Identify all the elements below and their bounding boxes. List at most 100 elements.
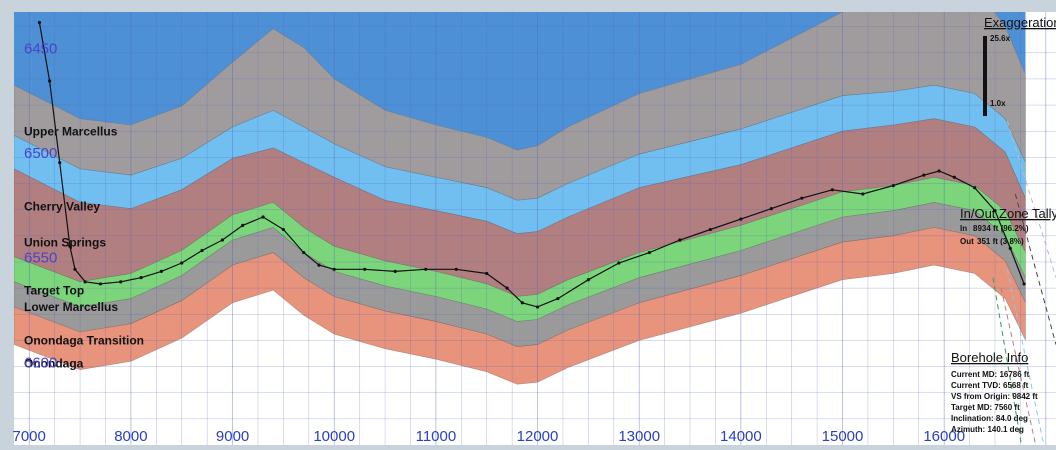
well-path-point — [159, 269, 164, 273]
y-tick-label: 6550 — [24, 250, 57, 267]
well-path-point — [139, 276, 143, 280]
well-path-point — [454, 267, 458, 271]
well-path-point — [708, 227, 712, 232]
well-path-point — [58, 161, 62, 165]
x-axis-ticks: 7000 8000 9000 10000 11000 12000 13000 14000 150… — [13, 428, 966, 445]
zone-out-value: 351 ft (3.8%) — [977, 237, 1024, 246]
y-tick-label: 6600 — [24, 354, 57, 371]
well-path-line[interactable] — [38, 22, 1025, 308]
formation-layers — [14, 12, 1026, 385]
well-path-point — [302, 250, 306, 255]
borehole-inclination: Inclination: 84.0 deg — [951, 414, 1028, 423]
y-tick-label: 6450 — [24, 41, 57, 58]
formation-label-union-springs: Union Springs — [24, 235, 106, 249]
well-path-point — [1022, 282, 1026, 286]
zone-in-value: 8934 ft (96.2%) — [973, 224, 1029, 233]
well-path-point — [485, 271, 489, 276]
well-path-point — [952, 175, 956, 179]
well-path-point — [535, 305, 540, 309]
borehole-info-title: Borehole Info — [951, 350, 1028, 365]
x-tick-label: 11000 — [416, 428, 457, 445]
well-path-point — [363, 267, 367, 271]
well-path-point — [37, 20, 42, 25]
formation-label-cherry-valley: Cherry Valley — [24, 200, 100, 214]
well-path-point — [937, 169, 941, 173]
well-path-point — [281, 227, 285, 232]
borehole-vs-origin: VS from Origin: 9842 ft — [951, 392, 1038, 401]
x-tick-label: 9000 — [216, 428, 249, 445]
x-tick-label: 10000 — [313, 428, 355, 445]
grid-lines — [14, 12, 1056, 445]
zone-out-label: Out — [960, 237, 974, 246]
exaggeration-panel[interactable]: Exaggeration 25.6x 1.0x — [983, 15, 1056, 116]
well-path-point — [556, 296, 560, 301]
well-path-point — [678, 238, 682, 242]
well-path-point — [317, 263, 321, 267]
well-path-point — [261, 215, 265, 219]
projection-lines — [992, 120, 1056, 445]
x-tick-label: 12000 — [517, 428, 559, 445]
sky-region — [14, 12, 1026, 151]
exaggeration-max-label: 25.6x — [990, 34, 1011, 43]
borehole-current-tvd: Current TVD: 6568 ft — [951, 381, 1029, 390]
formation-label-lower-marcellus: Lower Marcellus — [24, 300, 118, 314]
well-path-point — [180, 261, 184, 265]
borehole-current-md: Current MD: 16786 ft — [951, 370, 1030, 379]
well-path-point — [922, 173, 926, 177]
well-path-point — [769, 207, 773, 211]
well-path-point — [119, 280, 123, 284]
well-path-point — [1008, 246, 1012, 250]
projection-line — [1014, 193, 1056, 345]
borehole-azimuth: Azimuth: 140.1 deg — [951, 425, 1024, 434]
well-path-point — [891, 184, 895, 188]
well-path-point — [830, 188, 834, 192]
x-tick-label: 15000 — [822, 428, 864, 445]
well-path-point — [739, 217, 743, 221]
x-tick-label: 7000 — [13, 428, 46, 445]
well-path-point — [647, 250, 651, 255]
borehole-target-md: Target MD: 7560 ft — [951, 403, 1020, 412]
well-path-point — [47, 79, 52, 83]
well-path-point — [973, 186, 977, 190]
well-path[interactable] — [37, 20, 1026, 309]
y-tick-label: 6500 — [24, 145, 57, 162]
exaggeration-title: Exaggeration — [984, 15, 1056, 30]
borehole-info-panel: Borehole Info Current MD: 16786 ft Curre… — [951, 350, 1038, 434]
well-path-point — [505, 286, 509, 290]
well-path-point — [220, 238, 224, 242]
zone-in-label: In — [960, 224, 967, 233]
well-path-point — [200, 248, 204, 253]
zone-tally-panel: In/Out Zone Tally In 8934 ft (96.2%) Out… — [960, 206, 1056, 246]
well-path-point — [83, 280, 87, 284]
well-path-point — [68, 244, 72, 248]
formation-label-target-top: Target Top — [24, 283, 84, 297]
x-tick-label: 8000 — [114, 428, 147, 445]
well-path-point — [98, 282, 103, 286]
well-path-point — [861, 192, 865, 196]
formation-label-upper-marcellus: Upper Marcellus — [24, 124, 118, 138]
projection-line — [992, 277, 1022, 445]
well-path-point — [617, 261, 621, 265]
well-path-point — [800, 196, 804, 200]
projection-line — [1006, 269, 1045, 445]
projection-line — [1006, 120, 1056, 278]
well-path-point — [586, 278, 590, 282]
well-path-point — [424, 267, 428, 271]
well-path-point — [73, 267, 77, 271]
exaggeration-min-label: 1.0x — [990, 99, 1006, 108]
formation-labels: Upper Marcellus Cherry Valley Union Spring… — [24, 124, 144, 370]
x-tick-label: 16000 — [923, 428, 965, 445]
x-tick-label: 14000 — [720, 428, 762, 445]
formation-label-onondaga: Onondaga — [24, 357, 84, 371]
x-tick-label: 13000 — [618, 428, 660, 445]
formation-label-onondaga-transition: Onondaga Transition — [24, 334, 144, 348]
well-path-point — [993, 209, 997, 213]
well-path-point — [393, 269, 397, 273]
well-path-point — [332, 267, 336, 271]
zone-tally-title: In/Out Zone Tally — [960, 206, 1056, 221]
well-path-point — [520, 301, 524, 305]
y-axis-ticks: 6450 6500 6550 6600 — [24, 41, 57, 372]
exaggeration-slider[interactable] — [983, 36, 987, 116]
